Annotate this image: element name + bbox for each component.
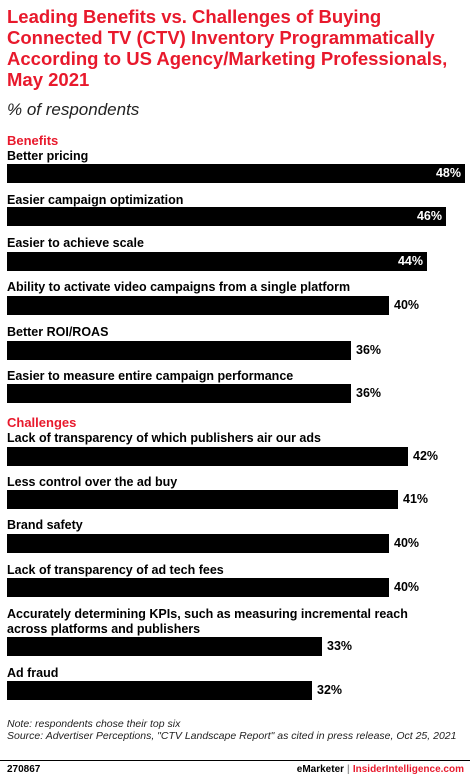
data-label: 42% bbox=[413, 449, 439, 463]
footer-brand: eMarketer | InsiderIntelligence.com bbox=[297, 764, 464, 776]
notes: Note: respondents chose their top six So… bbox=[7, 718, 463, 742]
bar bbox=[7, 341, 351, 360]
note-text: Note: respondents chose their top six bbox=[7, 718, 181, 730]
data-label: 33% bbox=[327, 639, 353, 653]
data-label: 41% bbox=[403, 492, 429, 506]
bar bbox=[7, 637, 322, 656]
category-label: Lack of transparency of which publishers… bbox=[7, 431, 321, 445]
data-label: 36% bbox=[356, 386, 382, 400]
data-label: 46% bbox=[416, 209, 442, 223]
category-label: Easier to measure entire campaign perfor… bbox=[7, 369, 294, 383]
category-label: Less control over the ad buy bbox=[7, 475, 178, 489]
bar bbox=[7, 296, 389, 315]
chart-id: 270867 bbox=[7, 764, 41, 775]
data-label: 40% bbox=[394, 580, 420, 594]
category-label: Brand safety bbox=[7, 518, 83, 532]
bar bbox=[7, 578, 389, 597]
bar bbox=[7, 490, 398, 509]
category-label: Easier campaign optimization bbox=[7, 193, 184, 207]
data-label: 36% bbox=[356, 343, 382, 357]
section-label-challenges: Challenges bbox=[7, 415, 77, 430]
data-label: 44% bbox=[397, 254, 423, 268]
category-label: Ability to activate video campaigns from… bbox=[7, 280, 351, 294]
category-label: Better ROI/ROAS bbox=[7, 325, 109, 339]
bar bbox=[7, 681, 312, 700]
category-label: Easier to achieve scale bbox=[7, 236, 144, 250]
bar bbox=[7, 207, 446, 226]
bar bbox=[7, 252, 427, 271]
category-label: Accurately determining KPIs, such as mea… bbox=[7, 607, 408, 636]
category-label: Better pricing bbox=[7, 149, 89, 163]
data-label: 32% bbox=[317, 683, 343, 697]
data-label: 40% bbox=[394, 298, 420, 312]
footer-divider bbox=[0, 760, 470, 761]
brand-separator: | bbox=[347, 764, 350, 775]
bar bbox=[7, 164, 465, 183]
chart-subtitle: % of respondents bbox=[7, 100, 140, 119]
data-label: 40% bbox=[394, 536, 420, 550]
data-label: 48% bbox=[435, 166, 461, 180]
brand-insider-intelligence: InsiderIntelligence.com bbox=[352, 764, 464, 775]
bar bbox=[7, 447, 408, 466]
brand-emarketer: eMarketer bbox=[296, 764, 345, 775]
bar bbox=[7, 534, 389, 553]
chart-title: Leading Benefits vs. Challenges of Buyin… bbox=[7, 6, 448, 90]
section-label-benefits: Benefits bbox=[7, 133, 59, 148]
category-label: Lack of transparency of ad tech fees bbox=[7, 563, 224, 577]
bar bbox=[7, 384, 351, 403]
category-label: Ad fraud bbox=[7, 666, 59, 680]
source-text: Source: Advertiser Perceptions, "CTV Lan… bbox=[7, 730, 457, 742]
